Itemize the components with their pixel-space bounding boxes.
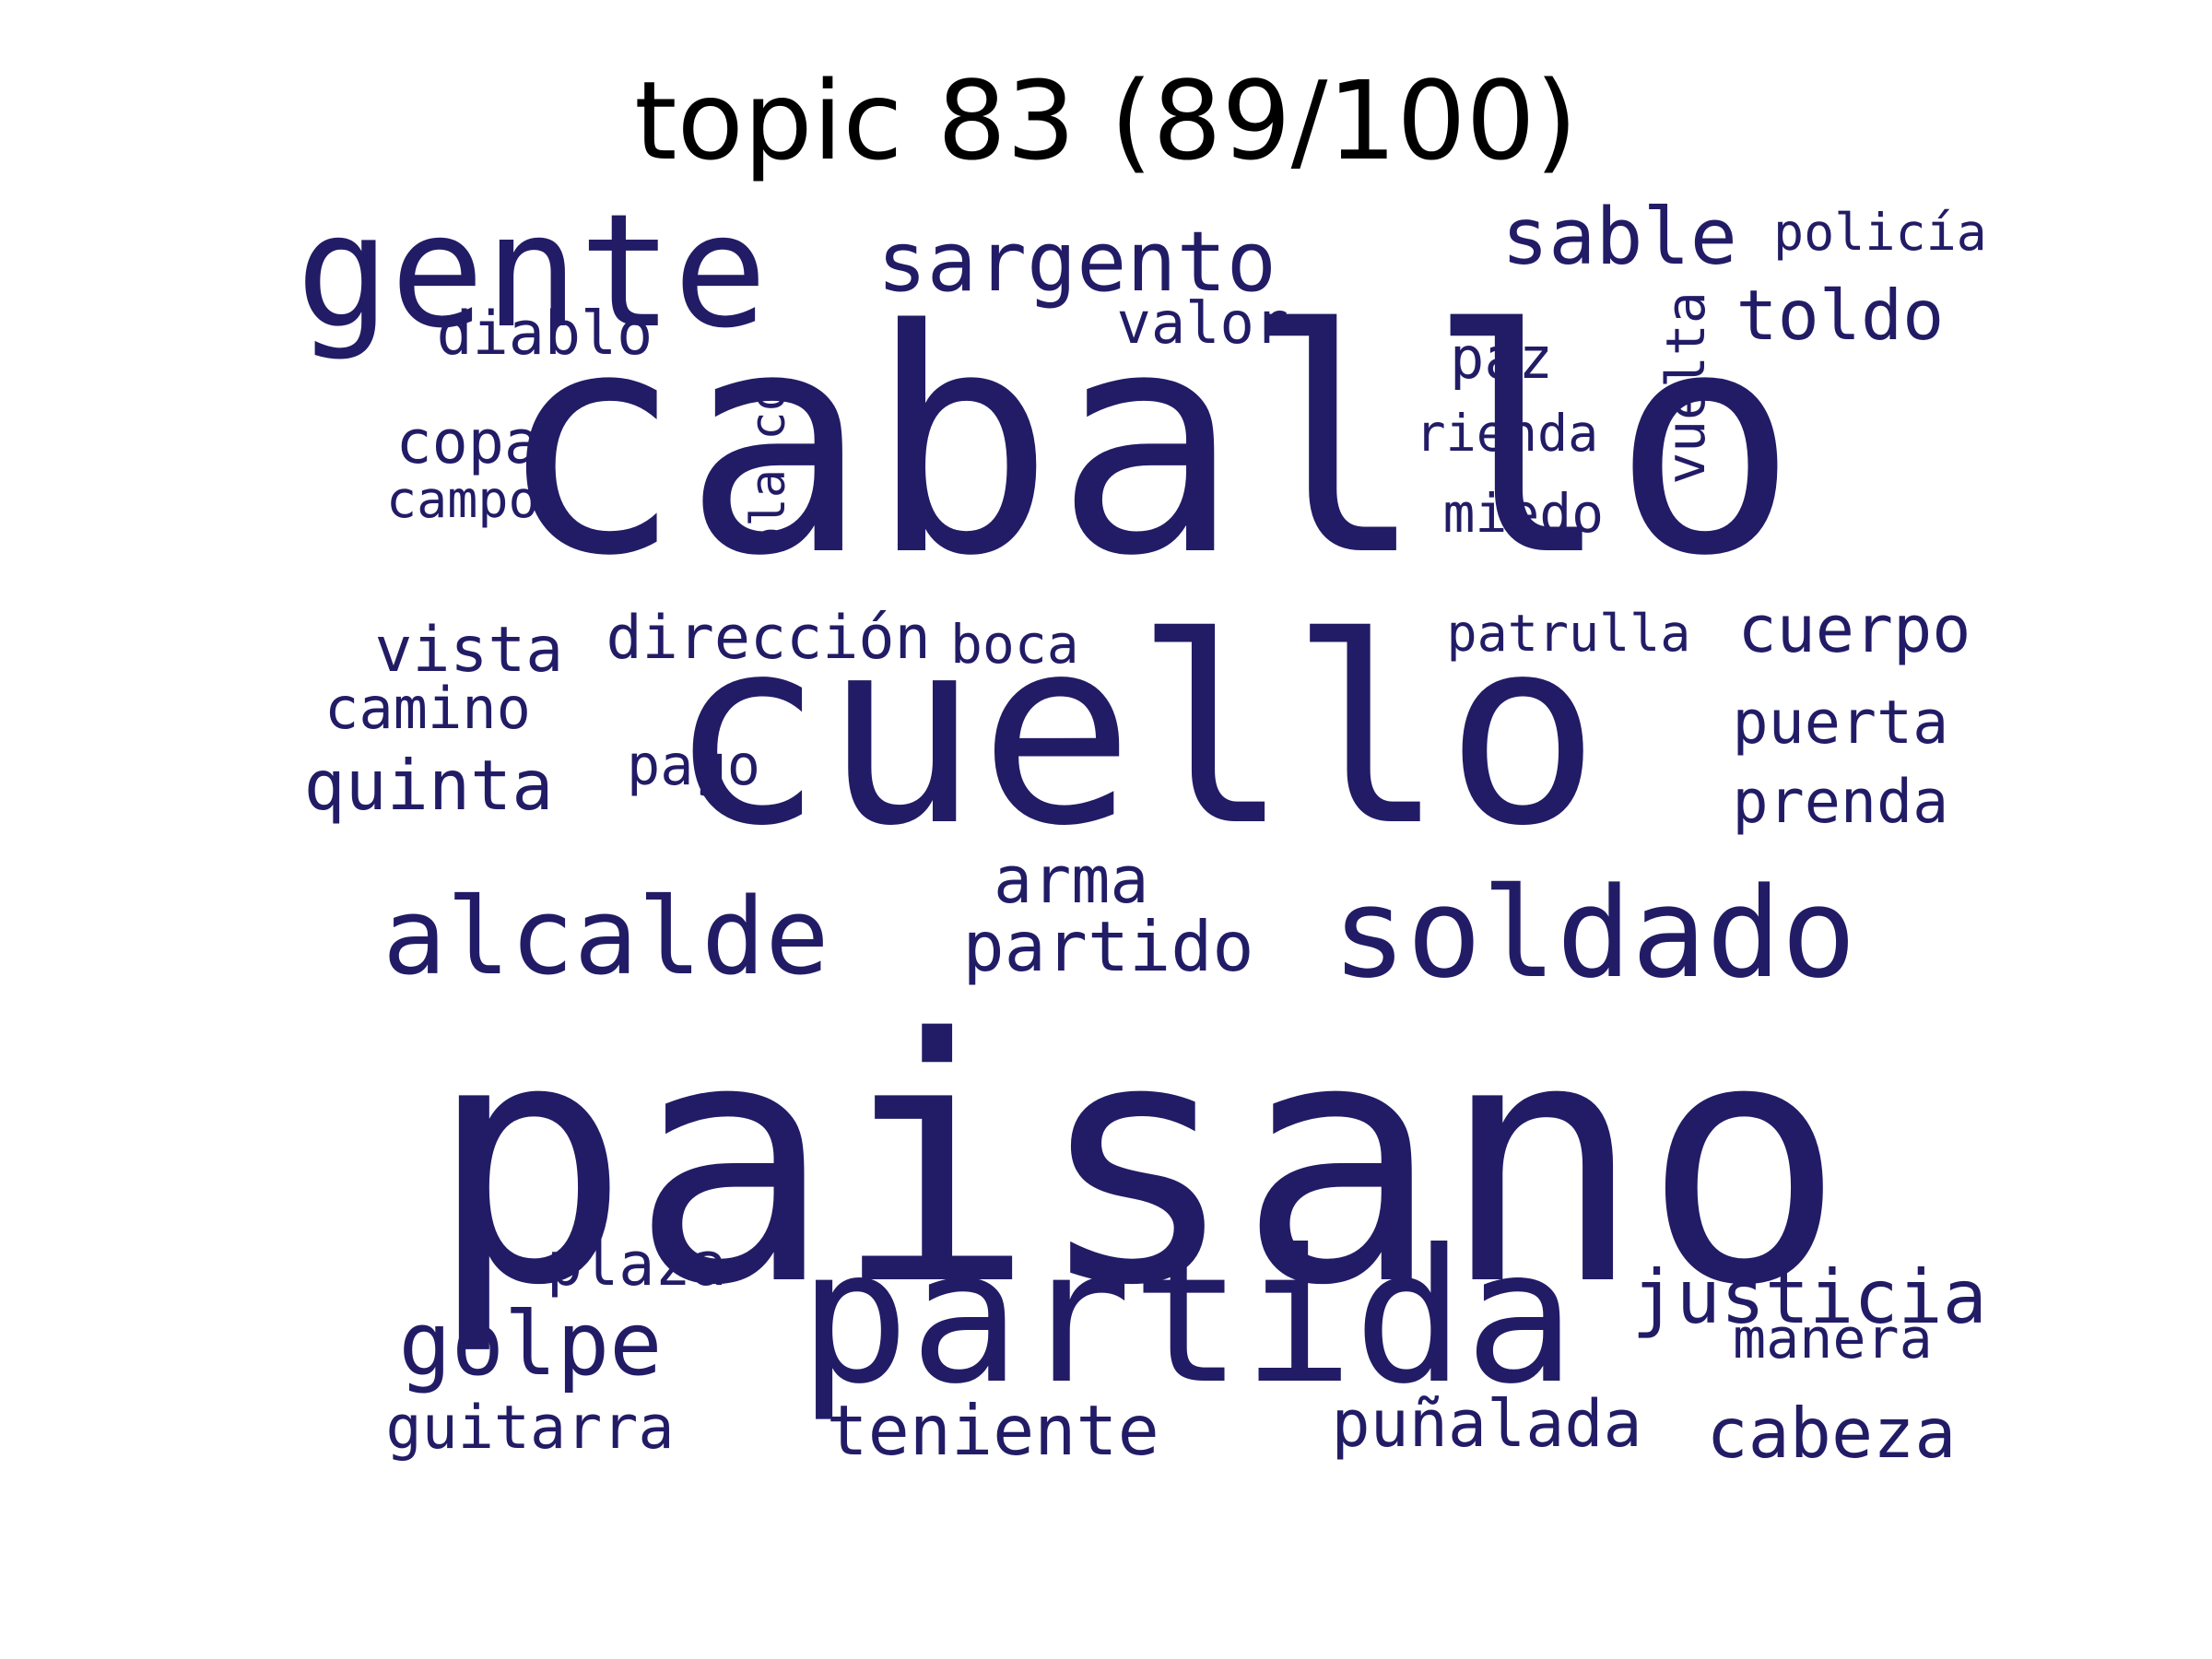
word-camino: camino	[324, 675, 531, 742]
word-plaza: plaza	[547, 1230, 727, 1300]
word-valor: valor	[1116, 289, 1289, 357]
word-sargento: sargento	[877, 214, 1277, 311]
word-boca: boca	[950, 613, 1079, 676]
word-guitarra: guitarra	[385, 1394, 675, 1463]
word-policia: policía	[1773, 203, 1987, 262]
word-pago: pago	[627, 734, 760, 798]
word-arma: arma	[994, 842, 1149, 918]
word-copa: copa	[395, 408, 541, 477]
word-sable: sable	[1501, 192, 1737, 283]
word-quinta: quinta	[303, 745, 554, 826]
word-cabeza: cabeza	[1706, 1393, 1957, 1474]
word-alcalde: alcalde	[382, 876, 830, 999]
word-vista: vista	[374, 614, 564, 687]
word-rienda: rienda	[1415, 404, 1599, 463]
word-campo: campo	[386, 470, 539, 529]
word-miedo: miedo	[1442, 482, 1605, 545]
word-teniente: teniente	[826, 1390, 1159, 1471]
word-toldo: toldo	[1735, 275, 1945, 356]
word-puerta: puerta	[1732, 688, 1949, 758]
word-paz: paz	[1450, 324, 1553, 392]
word-golpe: golpe	[398, 1294, 663, 1395]
word-partida: partida	[798, 1210, 1576, 1425]
word-gente: gente	[296, 181, 768, 363]
word-prenda: prenda	[1732, 768, 1949, 837]
word-vuelta: vuelta	[1653, 290, 1717, 485]
word-partido: partido	[962, 906, 1254, 987]
cloud-title: topic 83 (89/100)	[634, 57, 1578, 184]
word-paisano: paisano	[428, 968, 1846, 1359]
word-cuello: cuello	[668, 582, 1601, 883]
word-blanco: blanco	[740, 382, 796, 556]
word-justicia: justicia	[1631, 1254, 1987, 1340]
word-caballo: caballo	[497, 265, 1798, 624]
word-soldado: soldado	[1332, 861, 1856, 1006]
word-patrulla: patrulla	[1446, 604, 1691, 663]
word-punalada: puñalada	[1331, 1386, 1642, 1462]
word-cuerpo: cuerpo	[1737, 592, 1971, 667]
word-manera: manera	[1733, 1307, 1933, 1371]
word-diablo: diablo	[436, 300, 653, 369]
word-direccion: dirección	[606, 604, 931, 673]
